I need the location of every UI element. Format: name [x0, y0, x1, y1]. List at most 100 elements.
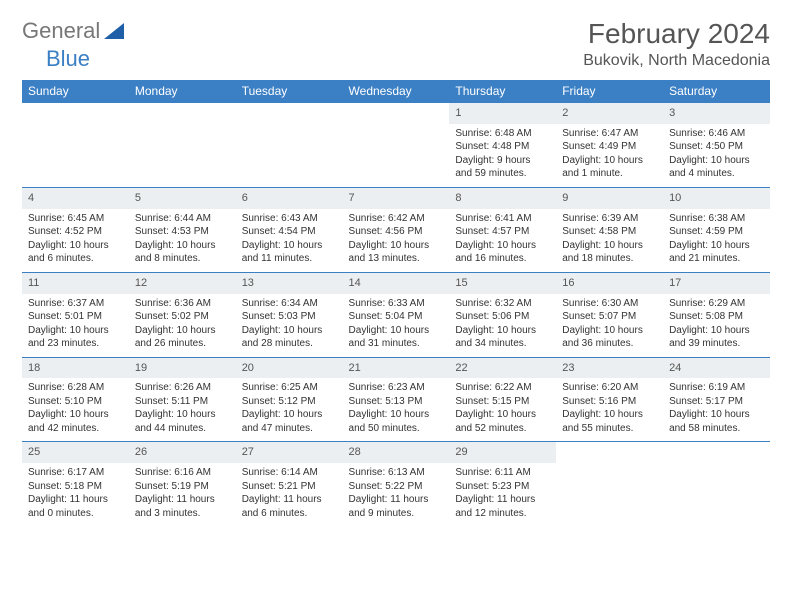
- day-content-row: Sunrise: 6:45 AMSunset: 4:52 PMDaylight:…: [22, 209, 770, 273]
- cell-daylight2: and 4 minutes.: [669, 167, 764, 181]
- day-content-cell: Sunrise: 6:28 AMSunset: 5:10 PMDaylight:…: [22, 378, 129, 442]
- day-number-cell: 21: [343, 357, 450, 378]
- cell-sunset: Sunset: 5:01 PM: [28, 310, 123, 324]
- day-number-cell: 14: [343, 272, 450, 293]
- cell-sunset: Sunset: 5:23 PM: [455, 480, 550, 494]
- cell-daylight1: Daylight: 10 hours: [669, 239, 764, 253]
- cell-sunset: Sunset: 5:03 PM: [242, 310, 337, 324]
- cell-sunset: Sunset: 4:53 PM: [135, 225, 230, 239]
- cell-daylight1: Daylight: 10 hours: [455, 239, 550, 253]
- cell-sunset: Sunset: 5:07 PM: [562, 310, 657, 324]
- day-number-cell: 28: [343, 442, 450, 463]
- day-number: 4: [28, 192, 34, 204]
- day-content-cell: [556, 463, 663, 526]
- day-number-cell: 24: [663, 357, 770, 378]
- cell-daylight2: and 11 minutes.: [242, 252, 337, 266]
- day-number-cell: 1: [449, 103, 556, 124]
- cell-daylight2: and 42 minutes.: [28, 422, 123, 436]
- day-number-cell: 22: [449, 357, 556, 378]
- day-number-cell: 17: [663, 272, 770, 293]
- cell-sunset: Sunset: 4:54 PM: [242, 225, 337, 239]
- cell-daylight2: and 44 minutes.: [135, 422, 230, 436]
- day-number-cell: 2: [556, 103, 663, 124]
- day-number: 7: [349, 192, 355, 204]
- day-number: 3: [669, 107, 675, 119]
- cell-daylight1: Daylight: 10 hours: [135, 324, 230, 338]
- cell-sunset: Sunset: 4:58 PM: [562, 225, 657, 239]
- cell-sunset: Sunset: 4:52 PM: [28, 225, 123, 239]
- cell-daylight2: and 36 minutes.: [562, 337, 657, 351]
- day-number-row: 18192021222324: [22, 357, 770, 378]
- cell-sunset: Sunset: 5:17 PM: [669, 395, 764, 409]
- day-content-cell: Sunrise: 6:19 AMSunset: 5:17 PMDaylight:…: [663, 378, 770, 442]
- day-number-cell: 10: [663, 187, 770, 208]
- weekday-header: Thursday: [449, 80, 556, 103]
- day-number: 8: [455, 192, 461, 204]
- day-number-cell: [129, 103, 236, 124]
- day-number: 22: [455, 362, 467, 374]
- day-number: 5: [135, 192, 141, 204]
- cell-daylight2: and 52 minutes.: [455, 422, 550, 436]
- day-number-cell: [343, 103, 450, 124]
- day-content-cell: Sunrise: 6:32 AMSunset: 5:06 PMDaylight:…: [449, 294, 556, 358]
- cell-sunset: Sunset: 5:12 PM: [242, 395, 337, 409]
- day-content-cell: Sunrise: 6:22 AMSunset: 5:15 PMDaylight:…: [449, 378, 556, 442]
- day-number: 14: [349, 277, 361, 289]
- cell-daylight1: Daylight: 9 hours: [455, 154, 550, 168]
- cell-daylight1: Daylight: 11 hours: [28, 493, 123, 507]
- logo-triangle-icon: [104, 23, 124, 39]
- day-content-cell: Sunrise: 6:33 AMSunset: 5:04 PMDaylight:…: [343, 294, 450, 358]
- day-content-cell: Sunrise: 6:25 AMSunset: 5:12 PMDaylight:…: [236, 378, 343, 442]
- day-number: 10: [669, 192, 681, 204]
- day-content-row: Sunrise: 6:48 AMSunset: 4:48 PMDaylight:…: [22, 124, 770, 188]
- day-content-cell: Sunrise: 6:45 AMSunset: 4:52 PMDaylight:…: [22, 209, 129, 273]
- day-content-cell: Sunrise: 6:30 AMSunset: 5:07 PMDaylight:…: [556, 294, 663, 358]
- cell-daylight2: and 0 minutes.: [28, 507, 123, 521]
- cell-daylight2: and 21 minutes.: [669, 252, 764, 266]
- cell-daylight2: and 9 minutes.: [349, 507, 444, 521]
- cell-sunset: Sunset: 4:59 PM: [669, 225, 764, 239]
- cell-daylight1: Daylight: 10 hours: [562, 239, 657, 253]
- cell-daylight1: Daylight: 10 hours: [455, 324, 550, 338]
- day-content-cell: Sunrise: 6:48 AMSunset: 4:48 PMDaylight:…: [449, 124, 556, 188]
- day-content-cell: [22, 124, 129, 188]
- day-content-cell: Sunrise: 6:16 AMSunset: 5:19 PMDaylight:…: [129, 463, 236, 526]
- cell-daylight2: and 26 minutes.: [135, 337, 230, 351]
- day-content-cell: Sunrise: 6:47 AMSunset: 4:49 PMDaylight:…: [556, 124, 663, 188]
- day-content-cell: Sunrise: 6:38 AMSunset: 4:59 PMDaylight:…: [663, 209, 770, 273]
- cell-sunrise: Sunrise: 6:36 AM: [135, 297, 230, 311]
- cell-daylight2: and 8 minutes.: [135, 252, 230, 266]
- cell-sunrise: Sunrise: 6:34 AM: [242, 297, 337, 311]
- weekday-header: Sunday: [22, 80, 129, 103]
- day-number: 1: [455, 107, 461, 119]
- calendar-body: 1 23 Sunrise: 6:48 AMSunset: 4:48 PMDaylig…: [22, 103, 770, 527]
- day-number: 19: [135, 362, 147, 374]
- cell-sunrise: Sunrise: 6:19 AM: [669, 381, 764, 395]
- cell-sunset: Sunset: 4:57 PM: [455, 225, 550, 239]
- cell-daylight1: Daylight: 10 hours: [562, 154, 657, 168]
- day-number-cell: 7: [343, 187, 450, 208]
- day-number-cell: [663, 442, 770, 463]
- day-number: 29: [455, 446, 467, 458]
- day-number-cell: 19: [129, 357, 236, 378]
- day-content-cell: Sunrise: 6:41 AMSunset: 4:57 PMDaylight:…: [449, 209, 556, 273]
- cell-sunset: Sunset: 5:06 PM: [455, 310, 550, 324]
- cell-daylight1: Daylight: 10 hours: [669, 408, 764, 422]
- cell-daylight2: and 13 minutes.: [349, 252, 444, 266]
- cell-daylight2: and 28 minutes.: [242, 337, 337, 351]
- cell-sunrise: Sunrise: 6:13 AM: [349, 466, 444, 480]
- day-content-cell: Sunrise: 6:29 AMSunset: 5:08 PMDaylight:…: [663, 294, 770, 358]
- day-content-cell: Sunrise: 6:26 AMSunset: 5:11 PMDaylight:…: [129, 378, 236, 442]
- day-number-cell: 23: [556, 357, 663, 378]
- calendar-table: Sunday Monday Tuesday Wednesday Thursday…: [22, 80, 770, 526]
- day-number: 9: [562, 192, 568, 204]
- cell-sunrise: Sunrise: 6:38 AM: [669, 212, 764, 226]
- weekday-header: Tuesday: [236, 80, 343, 103]
- cell-sunrise: Sunrise: 6:30 AM: [562, 297, 657, 311]
- cell-daylight2: and 23 minutes.: [28, 337, 123, 351]
- cell-daylight1: Daylight: 10 hours: [242, 408, 337, 422]
- cell-daylight2: and 39 minutes.: [669, 337, 764, 351]
- day-number-row: 45678910: [22, 187, 770, 208]
- day-number-cell: 16: [556, 272, 663, 293]
- day-content-row: Sunrise: 6:28 AMSunset: 5:10 PMDaylight:…: [22, 378, 770, 442]
